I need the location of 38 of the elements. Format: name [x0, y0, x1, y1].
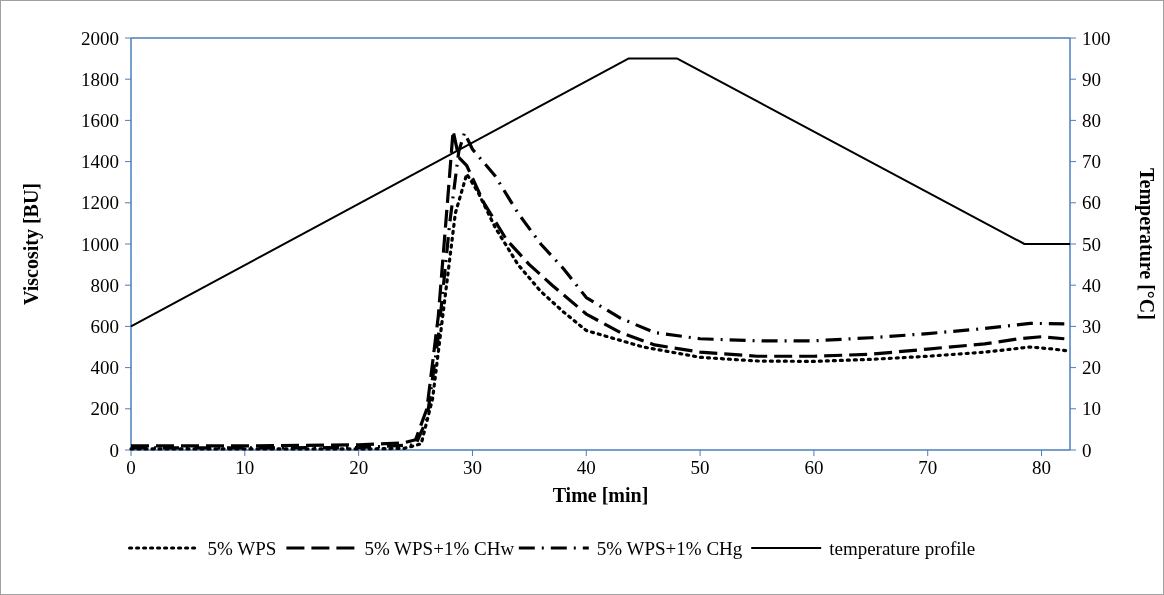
y2-tick-label: 0: [1082, 439, 1092, 461]
y-tick-label: 1600: [81, 110, 119, 132]
y-tick-label: 0: [109, 439, 119, 461]
x-tick-label: 20: [349, 457, 369, 478]
legend-label: 5% WPS: [207, 537, 277, 559]
y2-tick-label: 30: [1082, 316, 1101, 338]
y-tick-label: 1000: [81, 233, 119, 255]
x-tick-label: 40: [576, 457, 596, 478]
y-tick-label: 2000: [81, 27, 119, 49]
y-tick-label: 600: [90, 316, 119, 338]
y2-tick-label: 90: [1082, 68, 1101, 90]
y2-axis-title: Temperature [°C]: [1135, 168, 1158, 320]
y2-tick-label: 10: [1082, 398, 1101, 420]
y2-tick-label: 100: [1082, 27, 1111, 49]
x-tick-label: 10: [235, 457, 255, 478]
y2-tick-label: 20: [1082, 357, 1101, 379]
y-axis-title: Viscosity [BU]: [20, 182, 43, 306]
y-tick-label: 800: [90, 274, 119, 296]
y-tick-label: 1800: [81, 68, 119, 90]
y2-tick-label: 50: [1082, 233, 1101, 255]
y-tick-label: 200: [90, 398, 119, 420]
x-tick-label: 60: [804, 457, 824, 478]
y-tick-label: 1200: [81, 192, 119, 214]
y-tick-label: 400: [90, 357, 119, 379]
x-axis-title: Time [min]: [552, 484, 649, 506]
x-tick-label: 70: [918, 457, 938, 478]
y2-tick-label: 40: [1082, 274, 1101, 296]
x-tick-label: 80: [1032, 457, 1052, 478]
x-tick-label: 30: [462, 457, 482, 478]
y2-tick-label: 80: [1082, 110, 1101, 132]
y2-tick-label: 70: [1082, 151, 1101, 173]
y2-tick-label: 60: [1082, 192, 1101, 214]
x-tick-label: 0: [126, 457, 136, 478]
legend-label: 5% WPS+1% CHg: [596, 537, 743, 559]
legend-label: 5% WPS+1% CHw: [364, 537, 515, 559]
y-tick-label: 1400: [81, 151, 119, 173]
legend-label: temperature profile: [829, 537, 976, 559]
x-tick-label: 50: [690, 457, 710, 478]
